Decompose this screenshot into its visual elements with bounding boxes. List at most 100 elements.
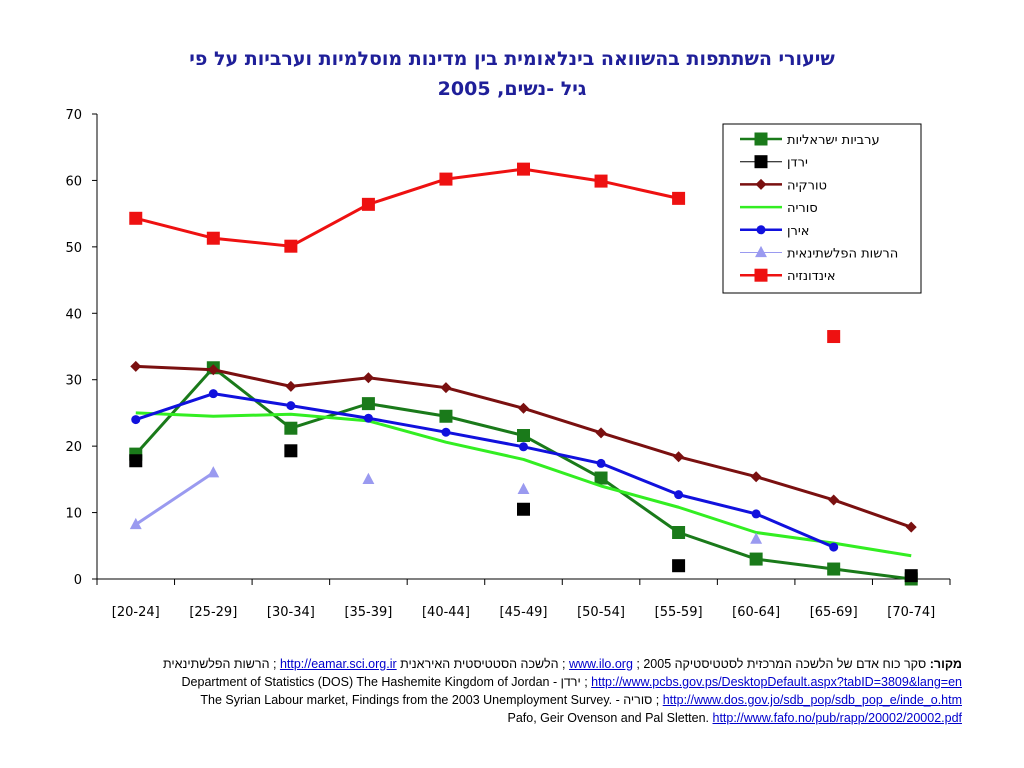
x-tick-label: [65-69] (810, 605, 858, 620)
data-point (519, 442, 528, 452)
legend-label: סוריה (787, 201, 818, 216)
data-point (517, 502, 530, 516)
legend-item-6: אינדונזיה (740, 268, 836, 284)
x-tick-label: [30-34] (267, 605, 315, 620)
legend-label: אירן (787, 224, 809, 239)
dos-jordan-link[interactable]: http://www.dos.gov.jo/sdb_pop/sdb_pop_e/… (662, 693, 962, 707)
data-point (595, 427, 607, 439)
pcbs-link[interactable]: http://www.pcbs.gov.ps/DesktopDefault.as… (591, 675, 962, 689)
data-point (284, 421, 298, 435)
chart-title-line1: שיעורי השתתפות בהשוואה בינלאומית בין מדי… (189, 48, 835, 70)
series-layer (129, 162, 918, 586)
chart-title: שיעורי השתתפות בהשוואה בינלאומית בין מדי… (0, 44, 1024, 104)
legend-item-1: ירדן (740, 155, 808, 171)
legend-item-3: סוריה (740, 201, 818, 216)
legend-item-4: אירן (740, 224, 809, 239)
data-point (594, 471, 608, 485)
chart-title-line2: גיל -נשים, 2005 (437, 78, 587, 100)
sources-line-2: Department of Statistics (DOS) The Hashe… (40, 673, 962, 691)
data-point (517, 429, 530, 443)
legend-item-5: הרשות הפלשתינאית (740, 245, 898, 262)
data-point (594, 174, 608, 188)
data-point (672, 526, 686, 539)
jordan-source-text: Department of Statistics (DOS) The Hashe… (181, 675, 592, 689)
x-tick-label: [55-59] (655, 605, 703, 620)
data-point (284, 239, 298, 253)
data-point (827, 330, 841, 344)
series-3 (135, 411, 912, 558)
data-point (361, 197, 375, 211)
fafo-source-text: Pafo, Geir Ovenson and Pal Sletten. (507, 711, 713, 725)
sources-line-3: The Syrian Labour market, Findings from … (40, 691, 962, 709)
sources-text-1: סקר כוח אדם של הלשכה המרכזית לסטטיסטיקה … (632, 657, 930, 671)
series-0 (129, 361, 918, 586)
series-2 (130, 360, 917, 533)
data-point (517, 482, 530, 494)
data-point (363, 413, 373, 423)
data-point (749, 552, 763, 566)
data-point (206, 231, 220, 245)
fafo-link[interactable]: http://www.fafo.no/pub/rapp/20002/20002.… (712, 711, 963, 725)
x-tick-label: [60-64] (732, 605, 780, 620)
y-tick-label: 0 (74, 573, 82, 588)
series-1 (129, 444, 918, 583)
data-point (439, 172, 453, 186)
x-tick-label: [50-54] (577, 605, 625, 620)
legend-marker (754, 268, 768, 282)
sources-text-3: ; הרשות הפלשתינאית (163, 657, 280, 671)
ilo-link[interactable]: www.ilo.org (569, 657, 633, 671)
data-point (129, 211, 143, 225)
x-tick-label: [35-39] (344, 605, 392, 620)
chart-axes: 0 10 20 30 40 50 60 70 [20-24] [25-29] [30-34] [35-… (65, 108, 951, 620)
data-point (672, 559, 686, 573)
data-point (129, 517, 142, 530)
legend-label: ערביות ישראליות (787, 133, 880, 148)
data-point (362, 372, 374, 384)
legend-label: הרשות הפלשתינאית (787, 247, 898, 262)
series-line (135, 392, 835, 549)
sources-text-2: ; הלשכה הסטטיסטית האיראנית (396, 657, 569, 671)
y-tick-label: 70 (65, 108, 82, 123)
x-tick-label: [40-44] (422, 605, 470, 620)
data-point (361, 397, 375, 411)
data-point (439, 409, 453, 423)
legend-item-0: ערביות ישראליות (740, 132, 880, 148)
data-point (672, 191, 686, 205)
series-line (135, 411, 912, 558)
sources-line-4: Pafo, Geir Ovenson and Pal Sletten. http… (40, 709, 962, 727)
data-point (207, 466, 220, 478)
legend-marker (755, 245, 767, 258)
legend-marker (754, 132, 768, 146)
data-point (674, 490, 684, 500)
legend-label: אינדונזיה (787, 269, 836, 284)
data-point (284, 444, 298, 458)
legend-label: ירדן (787, 156, 808, 171)
series-6 (129, 162, 841, 344)
y-tick-label: 20 (65, 440, 82, 455)
data-point (129, 454, 143, 468)
data-point (285, 380, 297, 392)
x-tick-label: [20-24] (112, 605, 160, 620)
data-point (207, 364, 219, 376)
iran-stats-link[interactable]: http://eamar.sci.org.ir (279, 657, 397, 671)
x-tick-label: [45-49] (500, 605, 548, 620)
y-tick-label: 10 (65, 507, 82, 522)
y-tick-label: 40 (65, 307, 82, 322)
sources-line-1: מקור: סקר כוח אדם של הלשכה המרכזית לסטטי… (40, 655, 962, 673)
data-point (131, 415, 141, 425)
data-point (130, 360, 142, 372)
data-point (286, 401, 296, 411)
data-point (441, 427, 451, 437)
data-point (518, 402, 529, 414)
data-point (828, 494, 840, 506)
legend-box (722, 123, 922, 294)
data-point (750, 471, 762, 483)
x-tick-label: [25-29] (189, 605, 237, 620)
data-point (673, 451, 685, 463)
series-5 (129, 466, 763, 544)
data-point (517, 162, 530, 176)
data-point (596, 458, 606, 468)
series-line (135, 167, 679, 248)
legend-label: טורקיה (787, 178, 827, 193)
sources-block: מקור: סקר כוח אדם של הלשכה המרכזית לסטטי… (40, 655, 962, 727)
